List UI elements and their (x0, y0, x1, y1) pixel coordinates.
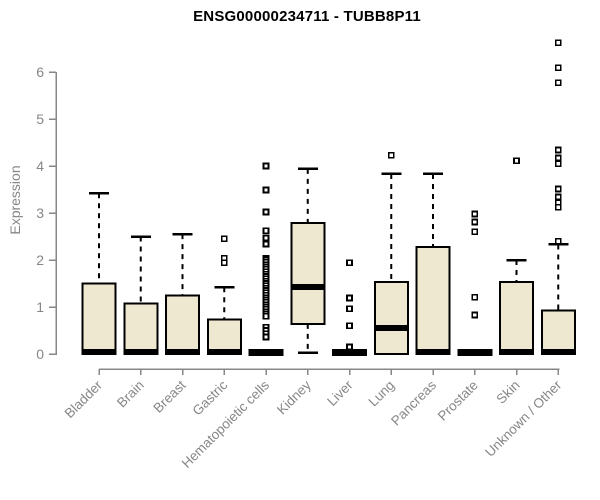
boxplot-group-breast (165, 232, 200, 356)
box (415, 245, 451, 355)
outlier-point (220, 235, 228, 243)
outlier-point (554, 204, 562, 211)
y-tick-label: 2 (36, 252, 44, 268)
outlier-point (513, 157, 520, 165)
outlier-point (262, 208, 270, 216)
x-tick-label-kidney: Kidney (274, 377, 314, 417)
x-tick-label-liver: Liver (324, 377, 356, 409)
box (165, 294, 200, 355)
outlier-point (220, 259, 228, 267)
boxplot-group-pancreas (415, 172, 451, 356)
box (123, 302, 159, 355)
x-tick-label-unknown-other: Unknown / Other (482, 377, 565, 460)
x-tick-label-pancreas: Pancreas (388, 377, 439, 428)
outlier-point (346, 322, 353, 330)
outlier-point (554, 160, 562, 167)
y-tick-label: 0 (36, 346, 44, 362)
outlier-point (554, 237, 562, 245)
boxplot-group-brain (123, 235, 159, 356)
boxplot-group-skin (499, 157, 534, 356)
outlier-point (554, 185, 562, 193)
median-line (248, 349, 284, 357)
boxplot-group-liver (332, 259, 367, 357)
outlier-point (387, 151, 395, 159)
box (206, 318, 242, 356)
outlier-point (554, 64, 562, 72)
outlier-point (554, 154, 562, 162)
outlier-point (262, 234, 270, 242)
boxplot-group-prostate (457, 210, 493, 357)
box (290, 221, 326, 325)
outlier-point (554, 146, 562, 154)
y-tick-label: 6 (36, 64, 44, 80)
box (499, 281, 534, 355)
x-tick-label-bladder: Bladder (62, 377, 106, 421)
outlier-point (471, 228, 479, 236)
boxplot-group-gastric (206, 235, 242, 356)
outlier-point (346, 305, 353, 313)
x-tick-label-gastric: Gastric (190, 377, 231, 418)
outlier-point (471, 218, 479, 226)
x-tick-label-skin: Skin (493, 378, 522, 407)
outlier-point (471, 210, 479, 218)
boxplot-group-hematopoietic-cells (248, 162, 284, 357)
outlier-point (346, 343, 353, 351)
outlier-point (554, 193, 562, 201)
y-tick-label: 4 (36, 158, 44, 174)
outlier-point (262, 162, 270, 170)
y-tick-labels: 0 1 2 3 4 5 6 (36, 64, 44, 362)
outlier-point (471, 311, 479, 319)
box (81, 282, 117, 355)
box (540, 309, 576, 356)
x-tick-label-breast: Breast (150, 377, 188, 415)
y-tick-label: 5 (36, 111, 44, 127)
boxplot-group-bladder (81, 192, 117, 356)
median-line (123, 349, 159, 356)
chart-title: ENSG00000234711 - TUBB8P11 (193, 8, 421, 25)
outlier-point (262, 186, 270, 194)
median-line (540, 349, 576, 356)
axes (49, 71, 560, 375)
y-tick-label: 1 (36, 299, 44, 315)
outlier-point (262, 313, 270, 320)
x-tick-label-brain: Brain (114, 378, 147, 411)
outlier-point (346, 294, 353, 302)
x-tick-label-prostate: Prostate (435, 378, 481, 424)
x-tick-label-lung: Lung (366, 378, 398, 410)
outlier-point (346, 259, 353, 267)
median-line (206, 349, 242, 356)
outlier-point (471, 293, 479, 301)
median-line (290, 283, 326, 290)
median-line (81, 349, 117, 356)
outlier-point (262, 333, 270, 341)
outlier-point (554, 39, 562, 47)
y-tick-label: 3 (36, 205, 44, 221)
median-line (499, 349, 534, 356)
median-line (332, 349, 367, 357)
median-line (457, 349, 493, 357)
median-line (415, 349, 451, 356)
boxplot-group-kidney (290, 167, 326, 354)
box (373, 281, 409, 355)
median-line (165, 349, 200, 356)
outlier-point (262, 227, 270, 235)
boxplot-group-lung (373, 151, 409, 355)
median-line (373, 325, 409, 332)
outlier-point (554, 79, 562, 87)
outlier-point (262, 240, 270, 248)
boxplot-group-unknown-other (540, 39, 576, 356)
